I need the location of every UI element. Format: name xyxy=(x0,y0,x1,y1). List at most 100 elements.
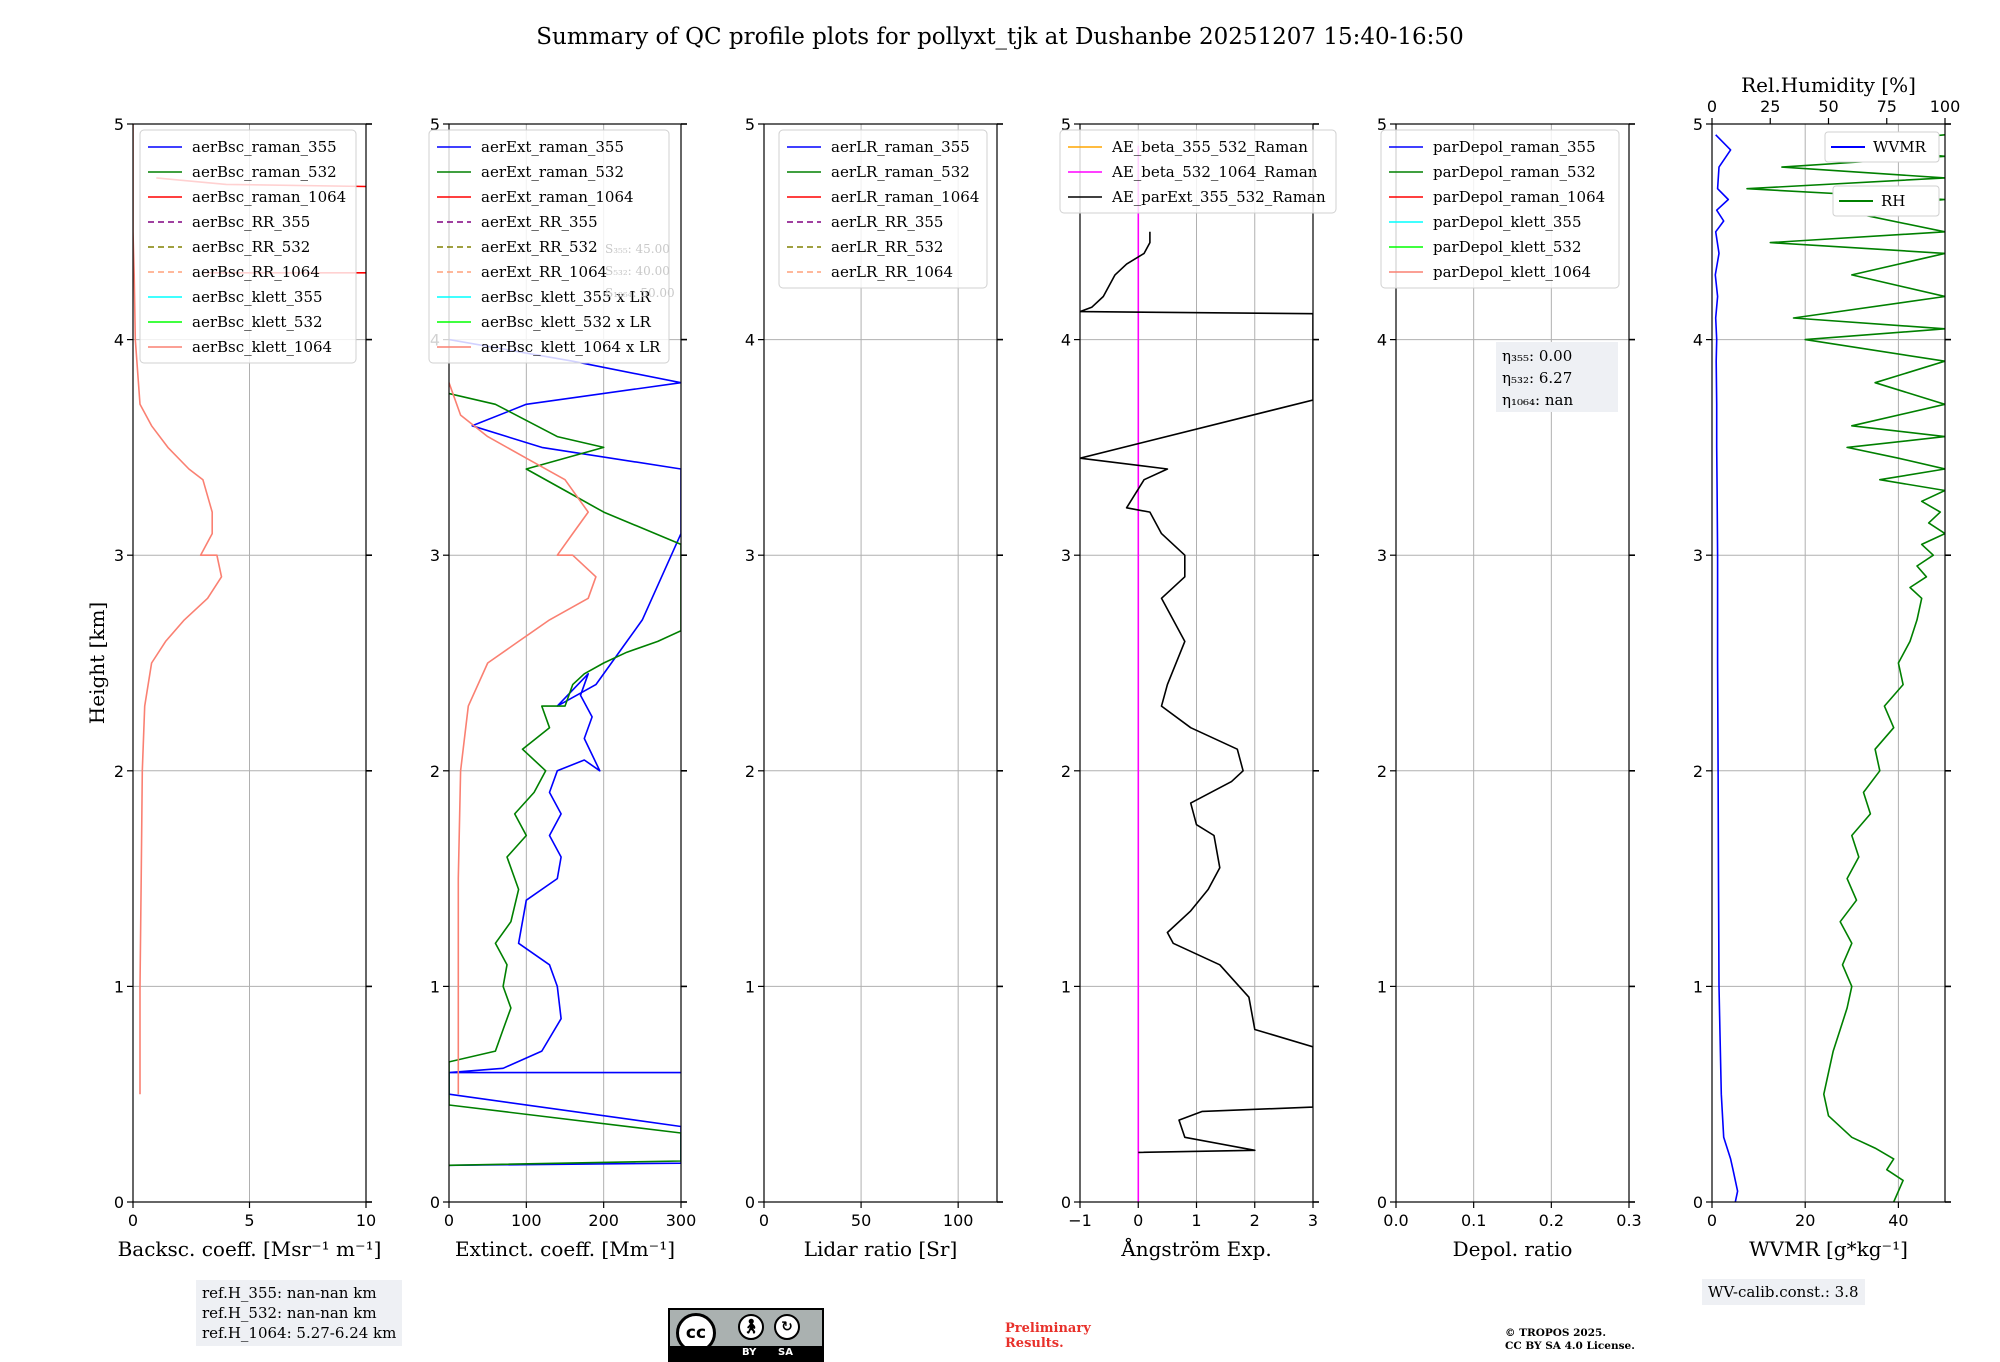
legend-frame xyxy=(1824,131,1940,163)
legend-label: aerBsc_klett_532 x LR xyxy=(481,313,652,331)
y-tick-label: 2 xyxy=(1693,762,1703,781)
legend-label: aerExt_RR_1064 xyxy=(481,263,607,281)
x-tick-label: −1 xyxy=(1068,1211,1092,1230)
y-tick-label: 0 xyxy=(745,1193,755,1212)
y-tick-label: 3 xyxy=(114,546,124,565)
legend-label: parDepol_raman_1064 xyxy=(1433,188,1605,206)
x-axis-label: Ångström Exp. xyxy=(1120,1236,1271,1261)
x-tick-label: 0 xyxy=(128,1211,138,1230)
y-tick-label: 4 xyxy=(1377,331,1387,350)
series-line-WVMR xyxy=(1714,134,1739,1202)
y-tick-label: 2 xyxy=(1061,762,1071,781)
series-group xyxy=(1714,134,1945,1202)
series-line-aerExt_raman_532 xyxy=(449,392,681,1167)
x-tick-label: 10 xyxy=(356,1211,376,1230)
y-tick-label: 3 xyxy=(1693,546,1703,565)
legend: parDepol_raman_355 parDepol_raman_532 parD… xyxy=(1380,129,1620,289)
x-tick-label: 0 xyxy=(759,1211,769,1230)
annotation-text: η₁₀₆₄: nan xyxy=(1502,391,1573,409)
legend-frame xyxy=(1059,129,1337,214)
y-tick-label: 2 xyxy=(1377,762,1387,781)
badge-by-label: BY xyxy=(742,1347,757,1358)
panel-extinction: 0123450100200300Extinct. coeff. [Mm⁻¹]ae… xyxy=(428,115,697,1261)
copyright-note: © TROPOS 2025. CC BY SA 4.0 License. xyxy=(1505,1327,1635,1352)
panel-depol: 0 1 2 3 4 5 0.0 0.1 0.2 0.3 Depol. ratio parDepol_r… xyxy=(1377,115,1642,1261)
y-axis-label: Height [km] xyxy=(85,602,109,724)
y-tick-label: 2 xyxy=(745,762,755,781)
y-tick-label: 5 xyxy=(1693,115,1703,134)
annotation-text: S₅₃₂: 40.00 xyxy=(605,264,670,278)
legend-label: aerLR_raman_355 xyxy=(831,138,970,156)
y-tick-label: 4 xyxy=(1061,331,1071,350)
legend-label: WVMR xyxy=(1873,138,1927,156)
x-tick-label: 300 xyxy=(666,1211,697,1230)
legend-label: parDepol_raman_532 xyxy=(1433,163,1596,181)
series-group xyxy=(1080,145,1313,1202)
legend-label: RH xyxy=(1881,192,1905,210)
series-line-RH xyxy=(1746,134,1945,1202)
y-tick-label: 4 xyxy=(114,331,124,350)
legend-label: aerBsc_klett_355 x LR xyxy=(481,288,652,306)
legend-label: aerBsc_klett_355 xyxy=(192,288,323,306)
cc-by-sa-badge: cc 🚶︎ ↻ BY SA xyxy=(668,1308,824,1362)
y-tick-label: 5 xyxy=(745,115,755,134)
preliminary-note: Preliminary Results. xyxy=(1005,1321,1091,1351)
annotation-text: S₁₀₆₄: 50.00 xyxy=(605,286,675,300)
legend-label: aerExt_raman_532 xyxy=(481,163,624,181)
y-tick-label: 3 xyxy=(1061,546,1071,565)
x-axis-label: Backsc. coeff. [Msr⁻¹ m⁻¹] xyxy=(118,1237,382,1261)
x-tick-label: 0.1 xyxy=(1461,1211,1486,1230)
top-x-tick-label: 25 xyxy=(1760,97,1780,116)
legend-label: aerBsc_raman_355 xyxy=(192,138,337,156)
y-tick-label: 2 xyxy=(430,762,440,781)
y-tick-label: 1 xyxy=(1377,977,1387,996)
legend-label: aerLR_RR_355 xyxy=(831,213,943,231)
legend-label: parDepol_klett_355 xyxy=(1433,213,1582,231)
series-line-aerBsc_klett_1064 x LR xyxy=(449,382,597,1095)
y-tick-label: 1 xyxy=(1693,977,1703,996)
x-tick-label: 0.2 xyxy=(1539,1211,1564,1230)
plot-frame xyxy=(448,123,682,1203)
legend-frame xyxy=(139,129,357,364)
y-tick-label: 1 xyxy=(430,977,440,996)
y-tick-label: 5 xyxy=(114,115,124,134)
y-tick-label: 5 xyxy=(1061,115,1071,134)
annotation-box: η₃₅₅: 0.00 η₅₃₂: 6.27 η₁₀₆₄: nan xyxy=(1496,342,1618,412)
x-tick-label: 40 xyxy=(1888,1211,1908,1230)
attribution-person-icon: 🚶︎ xyxy=(738,1314,764,1340)
legend-label: AE_beta_532_1064_Raman xyxy=(1111,163,1318,181)
legend-label: aerLR_RR_532 xyxy=(831,238,943,256)
legend: aerExt_raman_355 aerExt_raman_532 aerExt_r… xyxy=(428,129,670,364)
annotation-text: η₅₃₂: 6.27 xyxy=(1502,369,1572,387)
wv-calibration-box: WV-calib.const.: 3.8 xyxy=(1702,1279,1865,1305)
series-line-AE_parExt_355_532_Raman xyxy=(1080,231,1313,1154)
legend-wvmr: WVMR xyxy=(1824,131,1940,163)
x-tick-label: 0 xyxy=(1133,1211,1143,1230)
top-x-tick-label: 50 xyxy=(1818,97,1838,116)
legend: AE_beta_355_532_Raman AE_beta_532_1064_Ra… xyxy=(1059,129,1337,214)
legend-label: aerLR_raman_532 xyxy=(831,163,970,181)
y-tick-label: 1 xyxy=(745,977,755,996)
legend-label: aerBsc_klett_1064 xyxy=(192,338,332,356)
x-tick-label: 1 xyxy=(1191,1211,1201,1230)
y-tick-label: 0 xyxy=(1377,1193,1387,1212)
x-tick-label: 50 xyxy=(851,1211,871,1230)
ref-h-532: ref.H_532: nan-nan km xyxy=(202,1304,377,1322)
x-tick-label: 0 xyxy=(1707,1211,1717,1230)
panel-backscatter: 0 1 2 3 4 5 0 5 10 Backsc. coeff. [Msr⁻¹ m⁻¹] Heig… xyxy=(85,115,381,1261)
legend-label: aerBsc_klett_1064 x LR xyxy=(481,338,661,356)
annotation-box: S₃₅₅: 45.00 S₅₃₂: 40.00 S₁₀₆₄: 50.00 xyxy=(605,242,675,300)
legend: aerLR_raman_355 aerLR_raman_532 aerLR_rama… xyxy=(778,129,988,289)
legend-frame xyxy=(1832,185,1940,217)
x-tick-label: 2 xyxy=(1250,1211,1260,1230)
legend-label: parDepol_klett_1064 xyxy=(1433,263,1591,281)
x-tick-label: 200 xyxy=(588,1211,619,1230)
legend-label: aerExt_raman_355 xyxy=(481,138,624,156)
x-tick-label: 100 xyxy=(511,1211,542,1230)
figure-title: Summary of QC profile plots for pollyxt_… xyxy=(536,24,1463,50)
